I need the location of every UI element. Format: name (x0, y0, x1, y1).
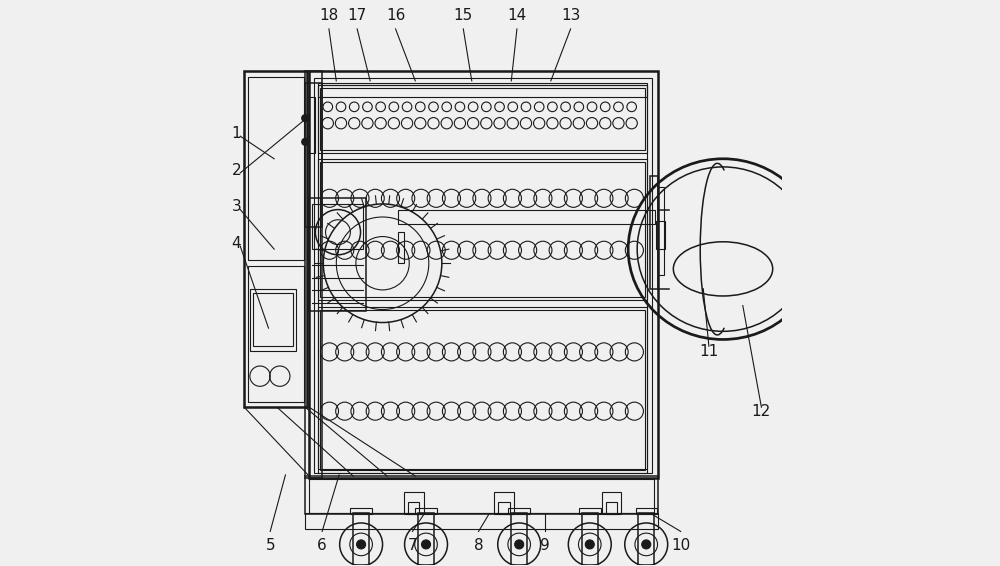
Bar (309, 71, 658, 478)
Bar (494, 492, 514, 514)
Bar (314, 78, 652, 473)
Text: 14: 14 (507, 8, 527, 23)
Text: 10: 10 (671, 538, 690, 553)
Bar (250, 289, 296, 351)
Bar (305, 476, 658, 514)
Text: 15: 15 (454, 8, 473, 23)
Bar (318, 83, 647, 97)
Text: 6: 6 (317, 538, 327, 553)
Bar (244, 71, 307, 407)
Bar (248, 266, 304, 401)
Bar (415, 508, 437, 514)
Circle shape (302, 139, 309, 145)
Text: 2: 2 (232, 162, 241, 178)
Bar (606, 502, 617, 514)
Text: 9: 9 (540, 538, 550, 553)
Bar (305, 513, 658, 529)
Text: 17: 17 (348, 8, 367, 23)
Text: 18: 18 (319, 8, 339, 23)
Circle shape (515, 540, 524, 549)
Bar (418, 513, 434, 565)
Bar (656, 221, 665, 249)
Bar (650, 175, 658, 289)
Bar (404, 492, 424, 514)
Bar (318, 85, 647, 469)
Bar (602, 492, 621, 514)
Text: 3: 3 (231, 199, 241, 215)
Text: 7: 7 (408, 538, 417, 553)
Bar (320, 162, 645, 297)
Bar (318, 85, 647, 153)
Circle shape (585, 540, 594, 549)
Bar (305, 71, 322, 478)
Bar (248, 77, 304, 260)
Bar (638, 513, 654, 565)
Bar (582, 513, 598, 565)
Circle shape (642, 540, 651, 549)
Bar (305, 83, 322, 226)
Bar (658, 187, 664, 275)
Bar (320, 310, 645, 470)
Circle shape (302, 115, 309, 122)
Bar (398, 232, 404, 263)
Bar (498, 502, 510, 514)
Bar (508, 508, 530, 514)
Bar (312, 204, 363, 249)
Text: 4: 4 (232, 236, 241, 251)
Bar (307, 97, 315, 153)
Circle shape (422, 540, 431, 549)
Bar (309, 479, 654, 513)
Bar (253, 293, 293, 346)
Bar (398, 209, 655, 224)
Bar (318, 159, 647, 300)
Text: 5: 5 (265, 538, 275, 553)
Text: 11: 11 (699, 344, 719, 359)
Text: 12: 12 (752, 404, 771, 419)
Bar (309, 198, 366, 311)
Bar (318, 307, 647, 473)
Bar (636, 508, 657, 514)
Bar (320, 88, 645, 151)
Bar (511, 513, 527, 565)
Text: 16: 16 (386, 8, 405, 23)
Text: 8: 8 (474, 538, 483, 553)
Bar (350, 508, 372, 514)
Bar (353, 513, 369, 565)
Bar (408, 502, 419, 514)
Text: 13: 13 (561, 8, 580, 23)
Bar (579, 508, 601, 514)
Text: 1: 1 (232, 126, 241, 141)
Circle shape (357, 540, 366, 549)
